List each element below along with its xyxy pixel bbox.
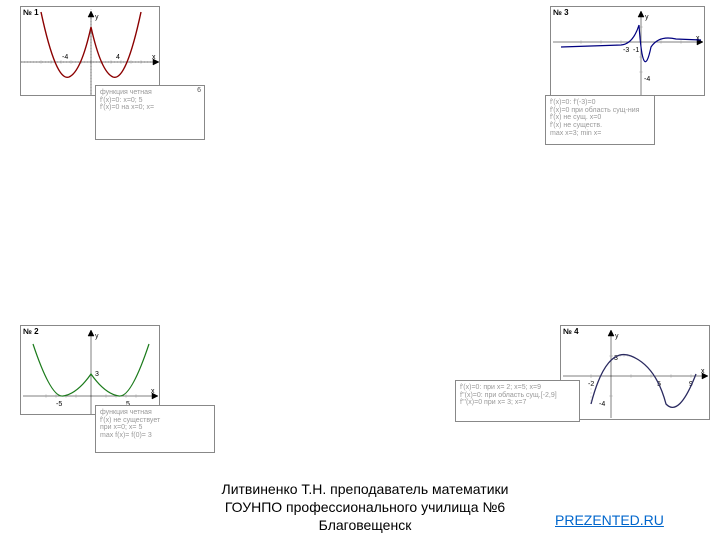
curve-3	[561, 25, 701, 62]
p2-y3: 3	[95, 371, 99, 378]
n3-l4: f'(x) не существ.	[550, 122, 650, 130]
p4-yaxis: y	[615, 333, 619, 340]
n2-l2: f'(x) не существует	[100, 417, 210, 425]
n1-l3: f'(x)=0 на x=0; x=	[100, 104, 200, 112]
panel-1-label: № 1	[23, 8, 39, 17]
n2-l4: max f(x)= f(0)= 3	[100, 432, 210, 440]
notes-panel-4: f'(x)=0: при x= 2; x=5; x=9 f''(x)=0: пр…	[455, 380, 580, 422]
n3-l3: f'(x) не сущ. х=0	[550, 114, 650, 122]
notes-panel-2: функция четная f'(x) не существует при х…	[95, 405, 215, 453]
footer-line2: ГОУНПО профессионального училища №6	[165, 498, 565, 516]
p4-xaxis: x	[701, 368, 705, 375]
p4-yneg: -4	[599, 401, 605, 408]
n1-l2: f'(x)=0: x=0; 5	[100, 97, 200, 105]
footer-link[interactable]: PREZENTED.RU	[555, 512, 664, 528]
chart-1-svg: -4 4 x y	[21, 7, 161, 97]
footer-block: Литвиненко Т.Н. преподаватель математики…	[165, 480, 565, 535]
p1-xpos: 4	[116, 54, 120, 61]
footer-line1: Литвиненко Т.Н. преподаватель математики	[165, 480, 565, 498]
footer-line3: Благовещенск	[165, 516, 565, 534]
n1-l1: функция четная	[100, 89, 200, 97]
n2-l1: функция четная	[100, 409, 210, 417]
p1-yaxis: y	[95, 14, 99, 21]
n3-l5: max x=3; min x=	[550, 130, 650, 138]
panel-4-label: № 4	[563, 327, 579, 336]
n2-l3: при х=0; х= 5	[100, 424, 210, 432]
chart-3-svg: -3 -1 -4 x y	[551, 7, 706, 97]
n3-l1: f'(x)=0: f'(-3)=0	[550, 99, 650, 107]
panel-3-label: № 3	[553, 8, 569, 17]
panel-2-label: № 2	[23, 327, 39, 336]
chart-4-svg: -2 3 5 9 -4 x y	[561, 326, 711, 421]
p1-y6: 6	[197, 87, 201, 95]
chart-panel-2: № 2 -5 5 3 x y	[20, 325, 160, 415]
chart-panel-1: № 1 -4 4 x y	[20, 6, 160, 96]
p3-yaxis: y	[645, 14, 649, 21]
p3-yneg1: -1	[633, 47, 639, 54]
n4-l1: f'(x)=0: при x= 2; x=5; x=9	[460, 384, 575, 392]
n4-l3: f'''(x)=0 при x= 3; x=7	[460, 399, 575, 407]
p3-xneg: -3	[623, 47, 629, 54]
n4-l2: f''(x)=0: при область сущ.[-2,9]	[460, 392, 575, 400]
p1-xaxis: x	[152, 54, 156, 61]
notes-panel-3: f'(x)=0: f'(-3)=0 f'(x)=0 при область су…	[545, 95, 655, 145]
curve-4	[591, 355, 696, 408]
p3-yneg4: -4	[644, 76, 650, 83]
p2-xaxis: x	[151, 388, 155, 395]
p1-xneg: -4	[62, 54, 68, 61]
p2-yaxis: y	[95, 333, 99, 340]
notes-panel-1: 6 функция четная f'(x)=0: x=0; 5 f'(x)=0…	[95, 85, 205, 140]
p3-xaxis: x	[696, 35, 700, 42]
chart-panel-4: № 4 -2 3 5 9 -4 x y	[560, 325, 710, 420]
n3-l2: f'(x)=0 при область сущ-ния	[550, 107, 650, 115]
chart-2-svg: -5 5 3 x y	[21, 326, 161, 416]
p2-xneg: -5	[56, 401, 62, 408]
chart-panel-3: № 3 -3 -1 -4 x y	[550, 6, 705, 96]
